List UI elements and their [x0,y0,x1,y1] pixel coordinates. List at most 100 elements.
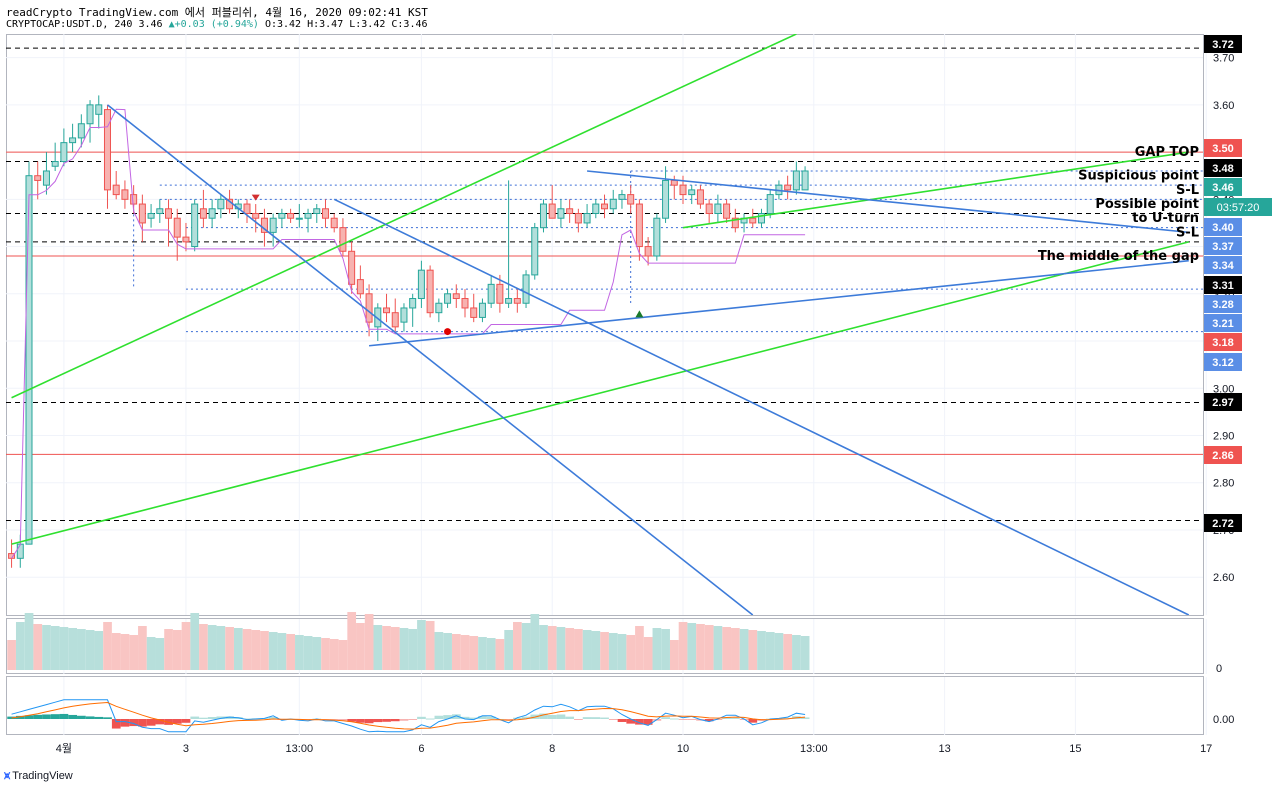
oscillator-bar [268,717,278,719]
oscillator-bar [408,719,418,720]
oscillator-bar [390,719,400,722]
oscillator-bar [451,714,461,719]
candle-body [513,298,521,304]
oscillator-bar [425,718,435,720]
candle-body [470,307,478,318]
oscillator-bar [469,717,479,719]
price-badge [1204,237,1242,255]
price-badge-text: 2.86 [1212,450,1233,462]
price-badge-text: 3.46 [1212,182,1233,194]
volume-bar [199,624,208,670]
tradingview-logo[interactable]: ⩙ TradingView [4,770,73,783]
candle-body [609,198,617,210]
oscillator-bar [731,717,740,719]
oscillator-bar [443,715,452,719]
price-badge [1204,333,1242,351]
green-trendline [682,151,1189,229]
price-badge-text: 3.48 [1212,163,1233,175]
oscillator-bar [138,719,147,727]
volume-bar [181,622,191,670]
up-triangle-icon [635,310,644,318]
volume-bar [600,632,609,670]
oscillator-bar [42,714,51,719]
price-labels: 3.72 3.50 3.48 3.46 03:57:20 3.40 3.37 3.34 3.31… [1204,35,1272,532]
blue-trendline [333,198,1190,615]
oscillator-bar [225,716,234,719]
candle-body [191,203,199,248]
volume-bar [748,630,758,670]
volume-bar [722,627,731,670]
blue-trendline [368,259,1189,347]
volume-bar [765,632,775,670]
candle-body [287,212,295,219]
change-arrow-icon: ▲ [168,19,175,30]
oscillator-bar [643,719,653,725]
volume-bar [451,634,461,670]
volume-bar [495,639,505,670]
oscillator-bar [434,715,444,719]
volume-bar [190,613,200,670]
annotation-text: to U-turn [1132,211,1199,226]
oscillator-pane-border [6,676,1204,735]
candle-body [444,293,452,304]
candle-body [662,179,670,219]
candle-body [723,203,731,219]
y-tick-label: 3.60 [1213,100,1234,112]
last-price: 3.46 [138,19,163,30]
volume-pane-border [6,618,1204,674]
oscillator-bar [129,719,139,727]
oscillator-bar [329,719,339,720]
candle-body [130,194,138,205]
price-badge-text: 2.72 [1212,518,1233,530]
price-badge [1204,256,1242,274]
countdown-badge [1204,198,1272,216]
volume-bar [103,622,112,670]
candle-body [679,184,687,196]
volume-bar [216,626,226,670]
volume-bar [164,629,173,670]
candle-body [173,217,181,238]
y-tick-label: 2.60 [1213,572,1234,584]
volume-bar [486,638,496,670]
x-tick-label: 13:00 [286,743,314,755]
volume-bar [50,626,60,670]
candle-body [505,298,513,304]
oscillator-bar [24,715,34,719]
candle-body [705,203,713,214]
oscillator-bar [591,717,601,719]
volume-axis-label: 0 [1216,663,1222,675]
candle-body [766,194,774,214]
volume-bar [24,613,34,670]
volume-bar [120,634,130,670]
volume-bar [739,629,749,670]
candle-body [51,161,59,167]
price-badge [1204,218,1242,236]
envelope-line [11,108,806,559]
price-badge [1204,514,1242,532]
price-badge [1204,35,1242,53]
x-tick-label: 4월 [56,742,72,755]
annotation-text: S-L [1176,225,1199,240]
ohlc-values: O:3.42 H:3.47 L:3.42 C:3.46 [264,19,428,30]
signal-line [11,701,806,730]
volume-bar [373,625,383,670]
candle-body [548,203,556,219]
oscillator-bar [155,719,165,725]
candle-body [400,307,408,323]
candle-body [653,217,661,257]
volume-bar [539,625,548,670]
oscillator-bar [364,719,374,724]
volume-bar [731,628,740,670]
candle-body [539,203,547,229]
candle-body [304,212,312,219]
candle-body [583,212,591,224]
candle-body [749,217,757,224]
oscillator-bar [146,719,156,726]
candle-body [348,250,356,285]
volume-bar [251,630,261,670]
volume-bar [425,621,435,670]
countdown-text: 03:57:20 [1217,202,1260,214]
oscillator-bar [748,719,758,723]
